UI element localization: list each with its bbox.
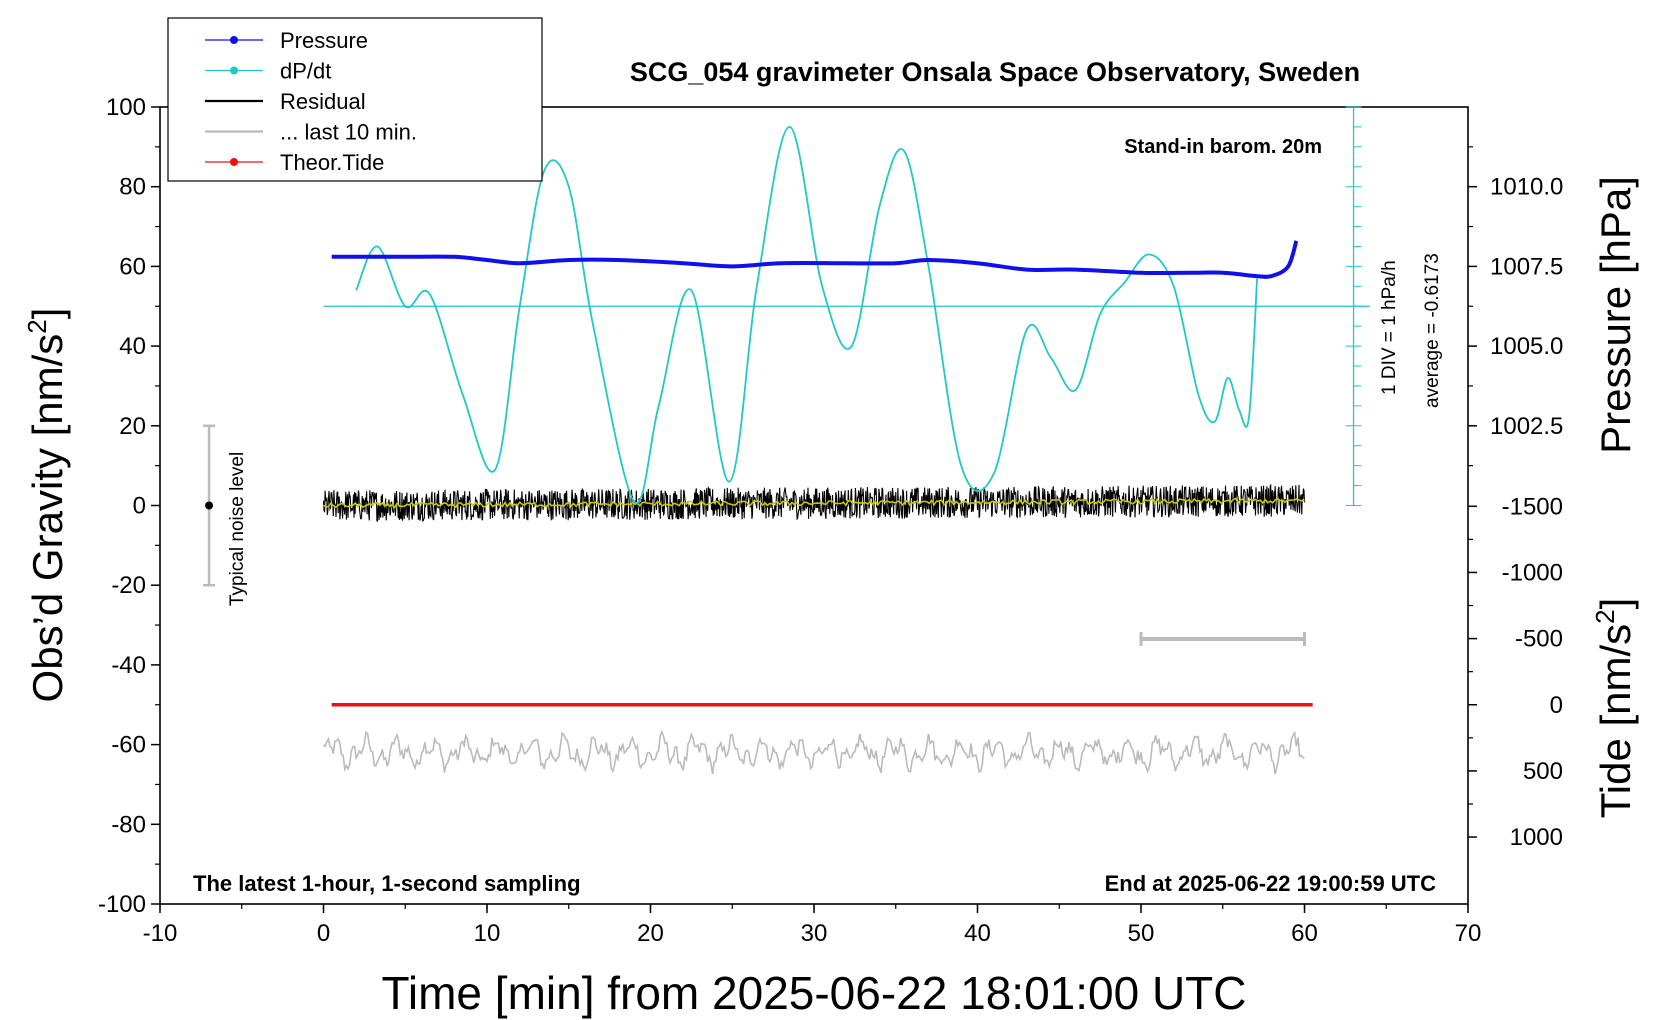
pressure-tick-label: 1010.0 — [1490, 174, 1563, 201]
legend-label-3: ... last 10 min. — [280, 120, 417, 145]
tide-tick-label: -500 — [1515, 626, 1563, 653]
y-left-label-end: ] — [24, 308, 71, 320]
legend-dot-0 — [230, 36, 238, 44]
scale-annotation: 1 DIV = 1 hPa/h — [1379, 260, 1400, 395]
x-tick-label: 70 — [1455, 920, 1482, 947]
legend-dot-1 — [230, 66, 238, 75]
legend: Pressure dP/dt Residual ... last 10 min. The… — [167, 17, 543, 182]
pressure-tick-label: 1002.5 — [1490, 413, 1563, 440]
pressure-tick-label: 1005.0 — [1490, 333, 1563, 360]
y-left-tick-label: 80 — [119, 174, 146, 201]
x-tick-label: 20 — [637, 920, 664, 947]
pressure-tick-label: 1007.5 — [1490, 253, 1563, 280]
dpdt-series-line — [355, 125, 1258, 504]
tide-tick-label: 0 — [1550, 692, 1563, 719]
footer-left-annotation: The latest 1-hour, 1-second sampling — [193, 871, 581, 896]
legend-box — [167, 17, 543, 182]
y-axis-label-tide: Tide [nm/s2] — [1590, 598, 1639, 819]
pressure-series-line — [331, 240, 1299, 279]
noise-bar-center-dot — [205, 501, 214, 510]
y-left-tick-label: -60 — [111, 732, 146, 759]
residual-smoothed-trace — [323, 497, 1305, 509]
y-left-label-sup: 2 — [22, 319, 52, 333]
y-left-tick-label: 0 — [133, 493, 146, 520]
x-tick-label: 60 — [1291, 920, 1318, 947]
y-axis-label-left: Obs’d Gravity [nm/s2] — [22, 308, 71, 703]
residual-trace — [322, 483, 1306, 522]
tide-label-sup: 2 — [1590, 609, 1620, 623]
y-left-tick-label: -40 — [111, 652, 146, 679]
y-left-tick-label: -80 — [111, 811, 146, 838]
noise-annotation: Typical noise level — [227, 452, 248, 606]
legend-label-4: Theor.Tide — [280, 150, 384, 175]
x-tick-label: 10 — [474, 920, 501, 947]
average-annotation: average = -0.6173 — [1422, 253, 1443, 408]
x-tick-label: 40 — [964, 920, 991, 947]
legend-dot-4 — [230, 158, 238, 166]
barometer-annotation: Stand-in barom. 20m — [1124, 136, 1322, 158]
y-left-tick-label: 100 — [106, 94, 146, 121]
x-tick-label: 0 — [317, 920, 330, 947]
legend-label-2: Residual — [280, 89, 366, 114]
x-axis-label: Time [min] from 2025-06-22 18:01:00 UTC — [382, 967, 1247, 1019]
tide-tick-label: -1500 — [1502, 493, 1563, 520]
y-axis-label-pressure: Pressure [hPa] — [1592, 176, 1639, 454]
x-tick-label: 50 — [1128, 920, 1155, 947]
tide-label-end: ] — [1592, 598, 1639, 610]
chart-title: SCG_054 gravimeter Onsala Space Observat… — [630, 57, 1360, 87]
legend-label-1: dP/dt — [280, 59, 331, 84]
x-tick-label: -10 — [143, 920, 178, 947]
tide-tick-label: 500 — [1523, 758, 1563, 785]
y-left-tick-label: 20 — [119, 413, 146, 440]
y-left-label-main: Obs’d Gravity [nm/s — [24, 334, 71, 703]
y-left-tick-label: 40 — [119, 333, 146, 360]
y-left-tick-label: -100 — [98, 891, 146, 918]
y-left-tick-label: -20 — [111, 572, 146, 599]
legend-label-0: Pressure — [280, 28, 368, 53]
y-left-tick-label: 60 — [119, 253, 146, 280]
tide-tick-label: -1000 — [1502, 559, 1563, 586]
tide-tick-label: 1000 — [1510, 824, 1563, 851]
footer-right-annotation: End at 2025-06-22 19:00:59 UTC — [1105, 871, 1436, 896]
last-10-min-trace — [322, 729, 1305, 775]
x-tick-label: 30 — [801, 920, 828, 947]
tide-label-main: Tide [nm/s — [1592, 624, 1639, 819]
